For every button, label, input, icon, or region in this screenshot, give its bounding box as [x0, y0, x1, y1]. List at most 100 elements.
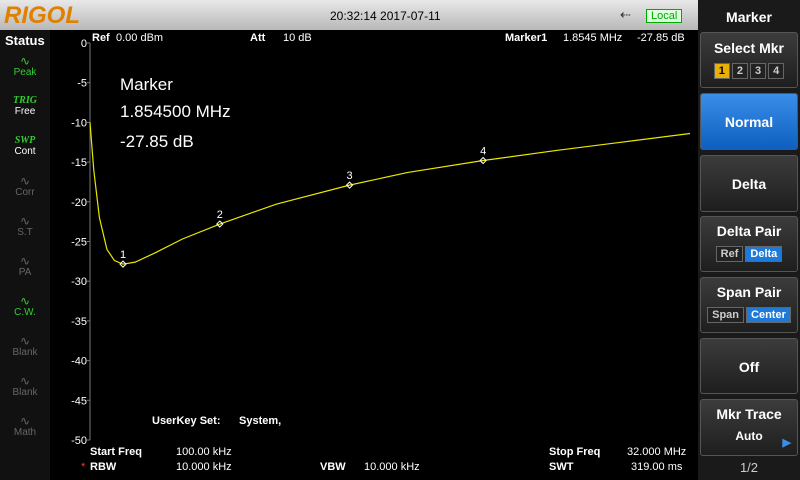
arrow-icon: ▶	[782, 437, 791, 449]
delta-button[interactable]: Delta	[700, 155, 798, 212]
mkr-trace-label: Mkr Trace	[716, 406, 782, 422]
marker	[479, 156, 487, 165]
status-panel	[0, 30, 50, 480]
status-item: ∿ Peak	[0, 55, 50, 78]
normal-button[interactable]: Normal	[700, 93, 798, 150]
option: 1	[713, 63, 730, 79]
userkey-value: System,	[239, 415, 282, 427]
status-icon: ∿	[19, 334, 31, 348]
local-badge: Local	[646, 9, 683, 23]
status-icon: ∿	[19, 254, 31, 268]
marker	[345, 181, 354, 189]
span-pair-button[interactable]: Span Pair Span Center	[700, 277, 798, 333]
y-tick-label: -45	[71, 395, 87, 407]
vbw-value: 10.000 kHz	[364, 461, 420, 473]
marker-box-title: Marker	[120, 75, 173, 94]
swt-value: 319.00 ms	[631, 461, 683, 473]
status-text: Blank	[12, 347, 38, 358]
start-freq-label: Start Freq	[90, 446, 142, 458]
rbw-value: 10.000 kHz	[176, 461, 232, 473]
status-text: TRIG	[13, 95, 37, 106]
status-item: ∿ Blank	[0, 375, 50, 398]
delta-pair-label: Delta Pair	[716, 223, 782, 239]
vbw-label: VBW	[320, 461, 346, 473]
status-text: Cont	[14, 146, 36, 157]
off-button[interactable]: Off	[700, 338, 798, 394]
y-tick-label: -30	[71, 276, 87, 288]
status-text: Blank	[12, 387, 38, 398]
y-tick-label: -50	[71, 435, 87, 447]
status-icon: ∿	[19, 414, 31, 428]
marker-label: 4	[480, 146, 486, 158]
header-bar	[0, 0, 698, 30]
mkr-trace-button[interactable]: Mkr Trace Auto ▶	[700, 399, 798, 456]
ref-value: 0.00 dBm	[116, 32, 164, 44]
option: 4	[768, 63, 785, 79]
menu-page: 1/2	[739, 460, 759, 475]
marker	[119, 260, 127, 268]
status-text: SWP	[14, 135, 36, 146]
y-tick-label: -15	[71, 157, 87, 169]
option: 3	[750, 63, 767, 79]
stop-freq: 32.000 MHz	[627, 446, 687, 458]
att-label: Att	[250, 32, 266, 44]
option: Delta	[745, 246, 783, 262]
status-text: Corr	[15, 187, 35, 198]
select-mkr-label: Select Mkr	[713, 40, 785, 56]
status-item: ∿ S.T	[0, 215, 50, 238]
status-icon: ∿	[19, 214, 31, 228]
marker-label: Marker1	[505, 32, 548, 44]
mkr-trace-value: Auto	[735, 429, 763, 443]
rbw-label: RBW	[90, 461, 117, 473]
span-pair-label: Span Pair	[716, 284, 782, 300]
plot: 0 -5 -10 -15 -20 -25 -30 -35 -40 -45 -50 1 2 3 4	[71, 38, 691, 447]
marker-label: 3	[347, 170, 353, 182]
status-text: S.T	[17, 227, 33, 238]
y-tick-label: -5	[77, 78, 87, 90]
option: Span	[707, 307, 745, 323]
usb-icon: ⇠	[620, 7, 631, 22]
marker-label: 1	[120, 249, 126, 261]
status-text: Math	[13, 427, 37, 438]
y-tick-label: -25	[71, 237, 87, 249]
userkey-label: UserKey Set:	[152, 415, 221, 427]
delta-pair-button[interactable]: Delta Pair Ref Delta	[700, 216, 798, 272]
marker	[216, 220, 224, 228]
ref-label: Ref	[92, 32, 110, 44]
swt-label: SWT	[549, 461, 574, 473]
menu-title: Marker	[726, 9, 772, 25]
marker-box-freq: 1.854500 MHz	[120, 102, 231, 121]
marker-freq: 1.8545 MHz	[563, 32, 623, 44]
status-item: TRIG Free	[0, 95, 50, 117]
datetime: 20:32:14 2017-07-11	[330, 9, 441, 23]
status-item: ∿ C.W.	[0, 295, 50, 318]
rbw-asterisk: *	[81, 461, 86, 473]
span-pair-options: Span Center	[701, 305, 797, 323]
status-icon: ∿	[19, 174, 31, 188]
start-freq: 100.00 kHz	[176, 446, 232, 458]
brand: RIGOL	[4, 2, 80, 29]
att-value: 10 dB	[283, 32, 312, 44]
delta-pair-options: Ref Delta	[701, 244, 797, 262]
status-title: Status	[5, 33, 45, 48]
option: Ref	[715, 246, 744, 262]
status-text: PA	[18, 267, 32, 278]
y-tick-label: -40	[71, 356, 87, 368]
option: 2	[731, 63, 748, 79]
status-item: ∿ Blank	[0, 335, 50, 358]
status-icon: ∿	[19, 54, 31, 68]
marker-label: 2	[217, 209, 223, 221]
y-tick-label: -10	[71, 117, 87, 129]
status-item: ∿ Corr	[0, 175, 50, 198]
status-text: Free	[14, 106, 36, 117]
status-item: ∿ Math	[0, 415, 50, 438]
status-icon: ∿	[19, 294, 31, 308]
status-text: C.W.	[14, 307, 36, 318]
status-text: Peak	[13, 67, 37, 78]
status-icon: ∿	[19, 374, 31, 388]
marker-box-amp: -27.85 dB	[120, 132, 194, 151]
status-item: ∿ PA	[0, 255, 50, 278]
